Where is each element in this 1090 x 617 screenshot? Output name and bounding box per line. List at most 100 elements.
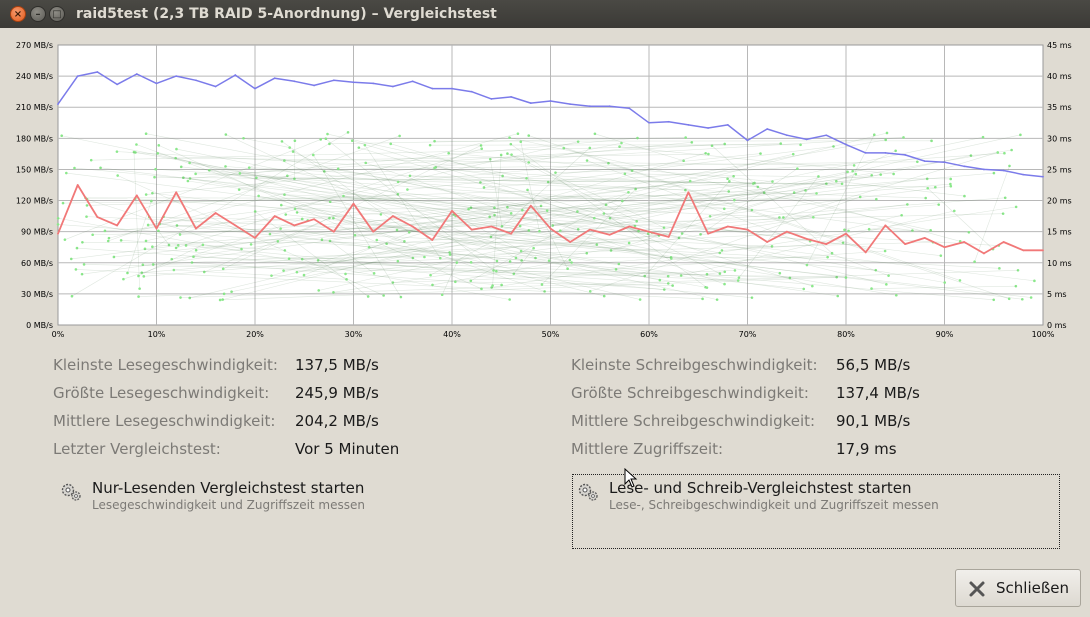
access-link [470,192,629,282]
access-point [509,142,513,146]
access-point [322,170,326,173]
access-point [671,284,674,287]
right-tick-label: 40 ms [1047,72,1072,81]
access-point [756,185,760,189]
window-maximize-button[interactable]: □ [49,6,65,22]
access-point [924,196,928,200]
access-link [81,182,755,275]
max-read-label: Größte Lesegeschwindigkeit: [53,384,270,402]
access-point [448,251,451,254]
x-tick-label: 90% [936,330,954,339]
access-point [602,294,606,298]
right-tick-label: 20 ms [1047,197,1072,206]
access-link [243,137,290,148]
access-point [489,235,493,239]
read-speed-point [904,154,906,156]
access-link [329,240,375,274]
window-minimize-button[interactable]: – [30,6,46,22]
access-link [163,216,472,263]
read-speed-point [254,87,256,90]
access-point [491,284,494,287]
access-point [300,217,304,221]
access-link [806,134,875,266]
last-benchmark-value: Vor 5 Minuten [295,440,400,458]
write-speed-point [845,232,847,235]
access-link [289,256,425,260]
gears-icon [578,483,598,501]
benchmark-chart: 0 MB/s 0 ms 30 MB/s 5 ms 60 MB/s 10 ms 90 MB/s… [0,30,1090,350]
access-point [617,262,621,266]
access-point [858,195,862,199]
access-link [552,178,928,226]
access-link [324,137,904,172]
read-speed-point [628,107,631,110]
read-write-benchmark-button[interactable]: Lese- und Schreib-Vergleichstest starten… [572,474,1060,549]
access-point [551,224,554,227]
access-point [500,225,504,228]
access-point [350,139,354,143]
access-point [319,138,323,141]
access-link [158,145,482,290]
access-point [778,271,782,275]
access-point [770,245,774,248]
access-point [892,172,895,176]
access-link [66,172,529,231]
read-speed-point [766,128,769,130]
access-point [802,287,806,291]
access-point [750,296,754,299]
left-tick-label: 270 MB/s [16,41,53,50]
access-point [316,259,320,262]
access-link [220,276,837,301]
access-link [100,167,1035,282]
access-point [895,293,898,297]
access-point [135,143,138,146]
window-close-button[interactable]: × [10,6,26,22]
access-point [157,144,161,147]
access-link [154,176,843,185]
write-speed-point [352,202,355,205]
access-point [643,274,646,278]
access-link [711,145,833,254]
access-link [189,162,780,274]
access-point [279,203,283,207]
left-tick-label: 150 MB/s [16,165,53,174]
access-point [469,279,473,283]
access-point [566,267,569,270]
access-link [511,154,665,228]
access-link [358,147,649,234]
read-only-benchmark-button[interactable]: Nur-Lesenden Vergleichstest starten Lese… [55,474,545,548]
access-point [132,150,136,154]
access-point [488,157,492,161]
access-point [558,229,562,232]
read-speed-point [313,84,315,87]
mouse-cursor-icon [624,468,638,488]
access-point [618,145,621,148]
right-tick-label: 10 ms [1047,259,1072,268]
access-point [771,180,774,183]
access-point [176,244,180,247]
write-speed-point [76,184,79,186]
access-link [186,245,752,298]
read-speed-point [864,151,867,154]
access-link [392,270,735,283]
access-point [516,132,520,136]
write-speed-point [1022,249,1025,252]
write-speed-point [963,241,966,243]
access-link [783,152,998,218]
access-point [527,229,531,232]
access-link [71,245,179,260]
access-point [448,253,452,256]
access-link [492,154,502,286]
access-link [256,177,827,184]
access-link [325,138,494,271]
access-point [525,176,528,180]
close-button[interactable]: Schließen [955,569,1081,607]
access-link [155,168,752,211]
x-tick-label: 100% [1032,330,1055,339]
access-point [279,227,282,230]
access-point [662,288,666,291]
access-link [222,132,888,300]
access-point [547,259,551,262]
access-link [610,173,856,251]
access-point [967,231,971,234]
